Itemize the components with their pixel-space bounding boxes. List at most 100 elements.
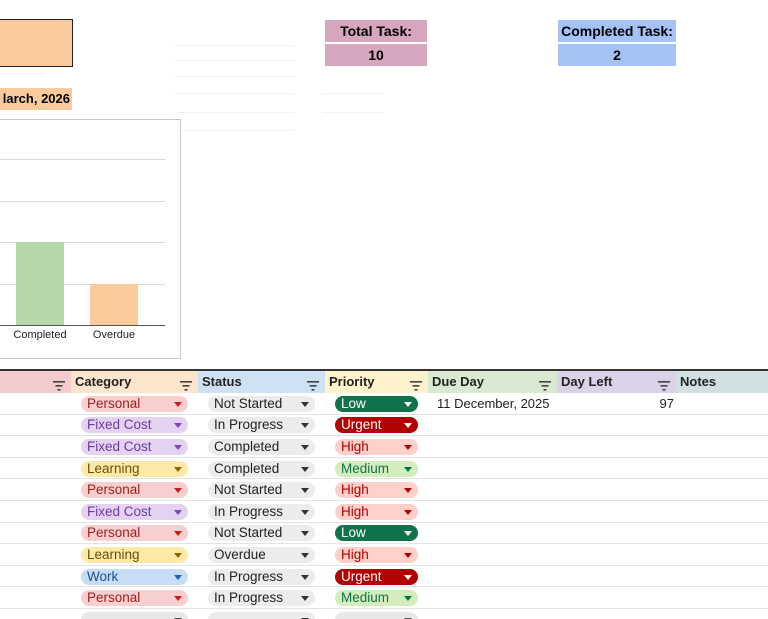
summary-cell-orange[interactable] bbox=[0, 19, 73, 67]
category-chip[interactable] bbox=[81, 611, 188, 619]
header-col-day-left[interactable]: Day Left bbox=[557, 371, 676, 393]
filter-icon[interactable] bbox=[539, 376, 551, 391]
total-task-label[interactable]: Total Task: bbox=[325, 20, 427, 42]
priority-chip[interactable]: Low bbox=[335, 525, 418, 542]
dropdown-arrow-icon[interactable] bbox=[174, 531, 182, 537]
chart-bar-completed[interactable] bbox=[16, 242, 64, 325]
table-row[interactable]: Learning Completed Medium bbox=[0, 458, 768, 480]
status-chip[interactable]: Not Started bbox=[208, 395, 315, 412]
dropdown-arrow-icon[interactable] bbox=[174, 444, 182, 450]
dropdown-arrow-icon[interactable] bbox=[301, 531, 309, 537]
dropdown-arrow-icon[interactable] bbox=[301, 423, 309, 429]
dropdown-arrow-icon[interactable] bbox=[174, 488, 182, 494]
priority-chip[interactable]: Urgent bbox=[335, 568, 418, 585]
priority-chip[interactable]: Low bbox=[335, 395, 418, 412]
priority-chip[interactable]: Urgent bbox=[335, 417, 418, 434]
priority-chip[interactable] bbox=[335, 611, 418, 619]
due-day-cell[interactable]: 11 December, 2025 bbox=[437, 396, 550, 411]
priority-chip[interactable]: High bbox=[335, 503, 418, 520]
category-chip[interactable]: Personal bbox=[81, 395, 188, 412]
table-row[interactable]: Personal In Progress Medium bbox=[0, 587, 768, 609]
table-row[interactable]: Learning Overdue High bbox=[0, 544, 768, 566]
dropdown-arrow-icon[interactable] bbox=[174, 509, 182, 515]
dropdown-arrow-icon[interactable] bbox=[404, 488, 412, 494]
chart-bar-overdue[interactable] bbox=[90, 283, 138, 325]
dropdown-arrow-icon[interactable] bbox=[404, 509, 412, 515]
priority-chip[interactable]: Medium bbox=[335, 590, 418, 607]
header-col-status[interactable]: Status bbox=[198, 371, 325, 393]
header-col-priority[interactable]: Priority bbox=[325, 371, 428, 393]
priority-chip[interactable]: High bbox=[335, 482, 418, 499]
completed-task-value[interactable]: 2 bbox=[558, 44, 676, 66]
dropdown-arrow-icon[interactable] bbox=[174, 401, 182, 407]
category-chip[interactable]: Personal bbox=[81, 525, 188, 542]
dropdown-arrow-icon[interactable] bbox=[301, 552, 309, 558]
status-chip[interactable]: Completed bbox=[208, 460, 315, 477]
table-row[interactable]: Work In Progress Urgent bbox=[0, 566, 768, 588]
status-chip[interactable]: In Progress bbox=[208, 590, 315, 607]
category-chip[interactable]: Fixed Cost bbox=[81, 503, 188, 520]
dropdown-arrow-icon[interactable] bbox=[404, 466, 412, 472]
dropdown-arrow-icon[interactable] bbox=[404, 423, 412, 429]
filter-icon[interactable] bbox=[180, 376, 192, 391]
category-chip[interactable]: Learning bbox=[81, 460, 188, 477]
status-chip[interactable]: In Progress bbox=[208, 503, 315, 520]
priority-chip[interactable]: High bbox=[335, 438, 418, 455]
dropdown-arrow-icon[interactable] bbox=[404, 574, 412, 580]
status-chip[interactable]: Completed bbox=[208, 438, 315, 455]
dropdown-arrow-icon[interactable] bbox=[404, 401, 412, 407]
dropdown-arrow-icon[interactable] bbox=[174, 574, 182, 580]
header-col-task[interactable] bbox=[0, 371, 71, 393]
dropdown-arrow-icon[interactable] bbox=[301, 596, 309, 602]
filter-icon[interactable] bbox=[307, 376, 319, 391]
filter-icon[interactable] bbox=[53, 376, 65, 391]
category-chip[interactable]: Personal bbox=[81, 482, 188, 499]
category-chip[interactable]: Fixed Cost bbox=[81, 417, 188, 434]
dropdown-arrow-icon[interactable] bbox=[404, 444, 412, 450]
header-col-due-day[interactable]: Due Day bbox=[428, 371, 557, 393]
dropdown-arrow-icon[interactable] bbox=[404, 531, 412, 537]
completed-task-label[interactable]: Completed Task: bbox=[558, 20, 676, 42]
dropdown-arrow-icon[interactable] bbox=[174, 423, 182, 429]
dropdown-arrow-icon[interactable] bbox=[301, 509, 309, 515]
dropdown-arrow-icon[interactable] bbox=[404, 552, 412, 558]
table-row[interactable]: Personal Not Started Low 11 December, 2025 9… bbox=[0, 393, 768, 415]
category-chip[interactable]: Learning bbox=[81, 546, 188, 563]
status-chip[interactable]: In Progress bbox=[208, 417, 315, 434]
dropdown-arrow-icon[interactable] bbox=[174, 596, 182, 602]
status-chip[interactable]: Overdue bbox=[208, 546, 315, 563]
table-row[interactable] bbox=[0, 609, 768, 619]
dropdown-arrow-icon[interactable] bbox=[301, 488, 309, 494]
dropdown-arrow-icon[interactable] bbox=[174, 466, 182, 472]
dropdown-arrow-icon[interactable] bbox=[301, 466, 309, 472]
dropdown-arrow-icon[interactable] bbox=[301, 574, 309, 580]
status-chip[interactable]: Not Started bbox=[208, 525, 315, 542]
category-chip[interactable]: Personal bbox=[81, 590, 188, 607]
header-col-category[interactable]: Category bbox=[71, 371, 198, 393]
table-row[interactable]: Fixed Cost In Progress High bbox=[0, 501, 768, 523]
dropdown-arrow-icon[interactable] bbox=[301, 617, 309, 619]
priority-chip[interactable]: Medium bbox=[335, 460, 418, 477]
dropdown-arrow-icon[interactable] bbox=[404, 617, 412, 619]
category-chip[interactable]: Work bbox=[81, 568, 188, 585]
table-row[interactable]: Personal Not Started Low bbox=[0, 523, 768, 545]
table-row[interactable]: Personal Not Started High bbox=[0, 479, 768, 501]
filter-icon[interactable] bbox=[658, 376, 670, 391]
date-cell[interactable]: larch, 2026 bbox=[0, 88, 72, 110]
dropdown-arrow-icon[interactable] bbox=[174, 617, 182, 619]
dropdown-arrow-icon[interactable] bbox=[301, 444, 309, 450]
dropdown-arrow-icon[interactable] bbox=[301, 401, 309, 407]
table-row[interactable]: Fixed Cost Completed High bbox=[0, 436, 768, 458]
category-chip[interactable]: Fixed Cost bbox=[81, 438, 188, 455]
dropdown-arrow-icon[interactable] bbox=[404, 596, 412, 602]
total-task-value[interactable]: 10 bbox=[325, 44, 427, 66]
table-row[interactable]: Fixed Cost In Progress Urgent bbox=[0, 415, 768, 437]
filter-icon[interactable] bbox=[410, 376, 422, 391]
header-col-notes[interactable]: Notes bbox=[676, 371, 768, 393]
status-bar-chart[interactable]: Completed Overdue bbox=[0, 119, 181, 359]
status-chip[interactable]: Not Started bbox=[208, 482, 315, 499]
status-chip[interactable]: In Progress bbox=[208, 568, 315, 585]
day-left-cell[interactable]: 97 bbox=[659, 396, 674, 411]
priority-chip[interactable]: High bbox=[335, 546, 418, 563]
dropdown-arrow-icon[interactable] bbox=[174, 552, 182, 558]
